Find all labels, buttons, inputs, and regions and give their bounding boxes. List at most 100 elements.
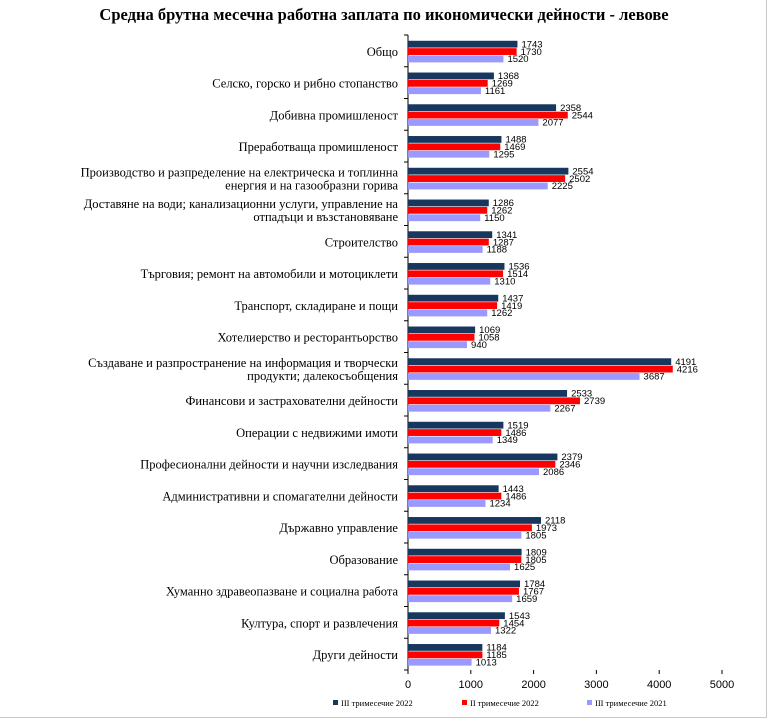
- data-label: 1784: [524, 579, 545, 590]
- bar: [408, 263, 505, 270]
- legend-label: III тримесечие 2022: [341, 698, 413, 708]
- bar: [408, 404, 551, 412]
- data-label: 4216: [677, 364, 698, 375]
- bar: [408, 460, 556, 468]
- bar: [408, 167, 569, 175]
- bar: [408, 326, 476, 334]
- bar: [408, 341, 468, 349]
- category-label: Професионални дейности и научни изследва…: [140, 458, 398, 472]
- chart-title: Средна брутна месечна работна заплата по…: [99, 5, 669, 24]
- category-label: Строителство: [325, 235, 398, 249]
- data-label: 1469: [504, 142, 525, 153]
- bar: [408, 206, 488, 214]
- data-label: 4191: [675, 357, 696, 368]
- bar: [408, 429, 502, 436]
- bar: [408, 563, 511, 571]
- bar: [408, 517, 542, 524]
- category-label: продукти; далекосъобщения: [247, 369, 398, 383]
- bar: [408, 492, 502, 500]
- bar: [408, 619, 500, 627]
- data-label: 1310: [494, 276, 515, 287]
- data-label: 1659: [516, 594, 537, 605]
- bar: [408, 612, 505, 620]
- data-label: 2358: [560, 103, 581, 114]
- bar: [408, 246, 483, 253]
- bar: [408, 365, 673, 373]
- legend-swatch: [462, 700, 467, 705]
- category-label: Общо: [367, 45, 398, 59]
- x-tick-label: 0: [405, 679, 411, 691]
- bar: [408, 175, 566, 182]
- data-label: 2502: [569, 174, 590, 185]
- bar: [408, 595, 513, 603]
- bar: [408, 119, 539, 126]
- data-label: 1805: [525, 555, 546, 566]
- data-label: 1161: [485, 86, 505, 97]
- bar: [408, 72, 494, 80]
- data-label: 1488: [505, 135, 526, 146]
- data-label: 1341: [496, 230, 517, 241]
- x-tick-label: 4000: [647, 679, 671, 691]
- bar: [408, 87, 481, 95]
- data-label: 2544: [572, 110, 593, 121]
- legend-label: II тримесечие 2022: [470, 698, 539, 708]
- bar: [408, 136, 502, 143]
- bar: [408, 270, 504, 278]
- category-label: Доставяне на води; канализационни услуги…: [84, 197, 399, 211]
- x-tick-label: 5000: [710, 679, 734, 691]
- bar: [408, 104, 557, 112]
- bar: [408, 294, 499, 302]
- data-label: 1543: [509, 611, 530, 622]
- data-label: 1419: [501, 301, 522, 312]
- data-label: 1973: [536, 523, 557, 534]
- legend-swatch: [587, 700, 592, 705]
- category-label: Хотелиерство и ресторантьорство: [217, 331, 398, 345]
- category-label: Държавно управление: [279, 521, 398, 535]
- bar: [408, 199, 489, 207]
- bar: [408, 627, 492, 634]
- data-label: 1188: [487, 245, 507, 256]
- data-label: 1486: [505, 428, 526, 439]
- category-label: Преработваща промишленост: [239, 140, 399, 154]
- category-label: отпадъци и възстановяване: [253, 210, 398, 224]
- data-label: 1368: [498, 71, 519, 82]
- data-label: 1069: [479, 325, 500, 336]
- x-tick-label: 1000: [459, 679, 483, 691]
- bar: [408, 421, 504, 429]
- data-label: 1287: [493, 237, 514, 248]
- category-label: Производство и разпределение на електрич…: [81, 165, 399, 179]
- data-label: 1625: [514, 562, 535, 573]
- x-tick-label: 3000: [584, 679, 608, 691]
- data-label: 1262: [491, 308, 512, 319]
- data-label: 1234: [489, 499, 510, 510]
- bar: [408, 500, 486, 507]
- category-label: Създаване и разпространение на информаци…: [88, 356, 398, 370]
- category-label: Други дейности: [313, 648, 399, 662]
- bar: [408, 238, 489, 246]
- data-label: 1536: [508, 262, 529, 273]
- data-label: 1013: [476, 657, 497, 668]
- bar: [408, 580, 521, 588]
- bar: [408, 373, 640, 380]
- bar: [408, 231, 493, 239]
- legend-swatch: [333, 700, 338, 705]
- data-label: 1185: [486, 650, 506, 661]
- category-label: енергия и на газообразни горива: [225, 178, 398, 192]
- data-label: 2379: [561, 452, 582, 463]
- data-label: 1486: [505, 491, 526, 502]
- data-label: 3687: [644, 372, 665, 383]
- data-label: 2739: [584, 396, 605, 407]
- data-label: 1269: [492, 79, 513, 90]
- bar: [408, 531, 522, 539]
- data-label: 1514: [507, 269, 528, 280]
- data-label: 1349: [497, 435, 518, 446]
- bar: [408, 333, 475, 341]
- bar: [408, 436, 493, 444]
- data-label: 2086: [543, 467, 564, 478]
- category-label: Култура, спорт и развлечения: [241, 616, 398, 630]
- bar: [408, 302, 498, 309]
- data-label: 1295: [493, 149, 514, 160]
- data-label: 1805: [525, 530, 546, 541]
